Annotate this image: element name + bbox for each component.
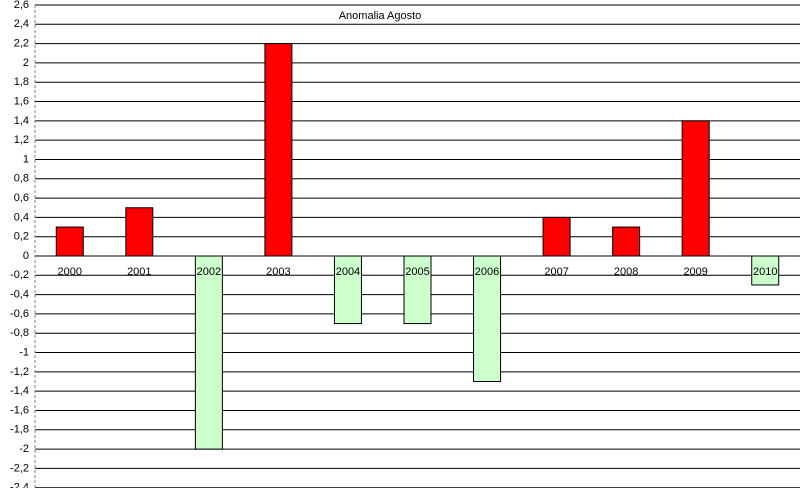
y-tick-label: -1 [19,346,29,358]
x-tick-label: 2002 [197,266,221,278]
y-tick-label: -1,8 [10,424,29,436]
y-tick-label: 1,4 [14,115,29,127]
bar [612,226,641,257]
x-tick-label: 2000 [58,266,82,278]
y-tick-label: 2,2 [14,38,29,50]
y-tick-label: 1,8 [14,76,29,88]
bar [403,255,432,325]
bar [55,226,84,257]
y-tick-label: 0,2 [14,231,29,243]
y-tick-label: -2 [19,443,29,455]
y-tick-label: -0,4 [10,289,29,301]
y-tick-label: -1,6 [10,404,29,416]
y-tick-label: 1 [23,153,29,165]
y-tick-label: -0,2 [10,269,29,281]
y-tick-label: -1,2 [10,366,29,378]
bar [681,120,710,257]
x-tick-label: 2008 [614,266,638,278]
bar [333,255,362,325]
y-tick-label: -0,8 [10,327,29,339]
y-tick-label: 1,6 [14,95,29,107]
x-tick-label: 2004 [336,266,360,278]
y-tick-label: 2,6 [14,0,29,11]
bar [542,216,571,257]
x-tick-label: 2005 [405,266,429,278]
y-tick-label: 0,8 [14,173,29,185]
y-tick-label: 2 [23,57,29,69]
x-tick-label: 2006 [475,266,499,278]
x-tick-label: 2001 [127,266,151,278]
y-tick-label: 2,4 [14,18,29,30]
bar [473,255,502,383]
bar [751,255,780,286]
y-tick-label: -0,6 [10,308,29,320]
y-tick-label: 0 [23,250,29,262]
x-tick-label: 2003 [266,266,290,278]
bar [125,207,154,257]
y-tick-label: -2,2 [10,462,29,474]
y-tick-label: 0,6 [14,192,29,204]
y-tick-label: -1,4 [10,385,29,397]
x-tick-label: 2007 [544,266,568,278]
chart-title: Anomalia Agosto [339,10,422,22]
bar [264,43,293,257]
x-tick-label: 2010 [753,266,777,278]
y-tick-label: 1,2 [14,134,29,146]
x-tick-label: 2009 [683,266,707,278]
y-tick-label: -2,4 [10,482,29,488]
bar [194,255,223,450]
y-tick-label: 0,4 [14,211,29,223]
